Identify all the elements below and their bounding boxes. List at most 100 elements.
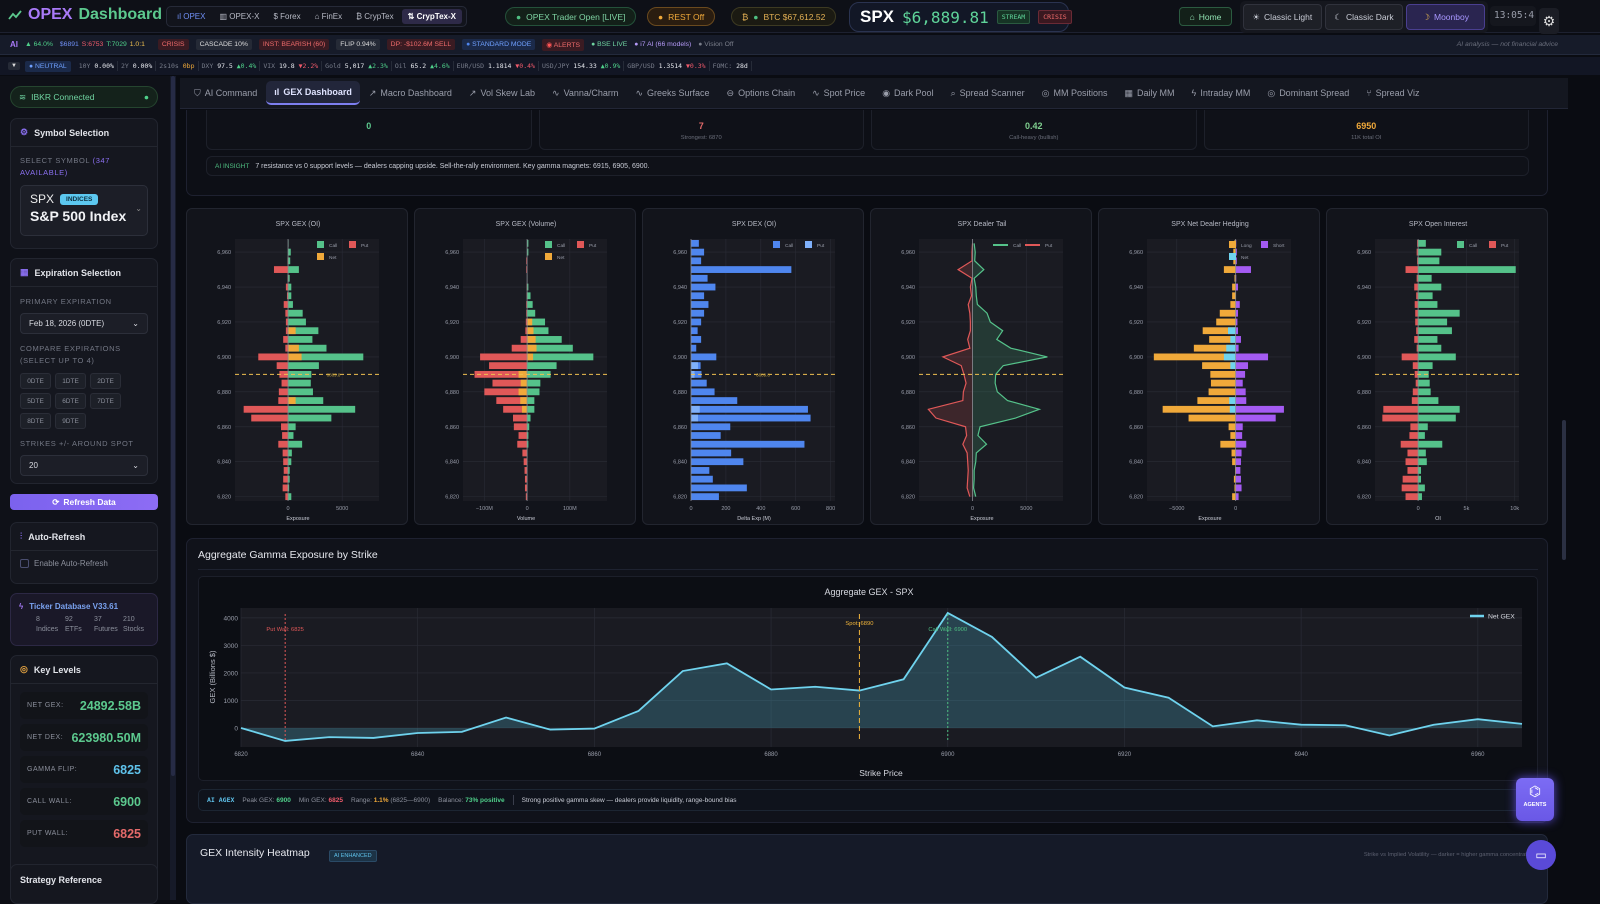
flip-badge[interactable]: FLIP 0.94% [336, 39, 379, 50]
nav-opex[interactable]: ıl OPEX [171, 9, 211, 24]
bar-short [1236, 493, 1239, 500]
expiration-chip[interactable]: 6DTE [55, 393, 86, 409]
expiration-chip[interactable]: 8DTE [20, 413, 51, 429]
bse-label: BSE LIVE [597, 41, 627, 48]
primary-expiration-select[interactable]: Feb 18, 2026 (0DTE)⌄ [20, 313, 148, 334]
bar-short [1236, 406, 1284, 413]
k: Min GEX: [299, 797, 327, 804]
y-tick-label: 6,820 [217, 495, 231, 501]
home-button[interactable]: ⌂Home [1179, 7, 1232, 26]
tab-ai-command[interactable]: ⛉AI Command [186, 82, 265, 105]
nav-cryptex-x[interactable]: ⇅ CrypTex-X [402, 9, 462, 24]
theme-classic-light-button[interactable]: ☀Classic Light [1243, 4, 1322, 30]
bar-put [480, 353, 527, 360]
bar-call [288, 432, 293, 439]
count-label: Futures [94, 625, 123, 635]
expiration-chip[interactable]: 7DTE [90, 393, 121, 409]
macro-label: EUR/USD [457, 62, 484, 70]
chat-button[interactable]: ▭ [1526, 840, 1556, 870]
tab-spot-price[interactable]: ∿Spot Price [804, 82, 873, 105]
bar-put [513, 415, 527, 422]
standard-mode-badge[interactable]: ● STANDARD MODE [462, 39, 535, 50]
spot-label: 6889.8 [756, 372, 770, 377]
bar-call [691, 423, 730, 430]
legend-label: Net [329, 255, 337, 261]
bar-put [282, 380, 288, 387]
btc-price-pill[interactable]: ₿●BTC $67,612.52 [731, 7, 836, 26]
v: 6900 [276, 797, 290, 804]
nav-finex[interactable]: ⌂ FinEx [309, 9, 349, 24]
tab-dominant-spread[interactable]: ◎Dominant Spread [1259, 82, 1357, 105]
theme-moonboy-button[interactable]: ☽Moonboy [1406, 4, 1485, 30]
bar-net [519, 388, 528, 395]
expiration-chip[interactable]: 2DTE [90, 373, 121, 389]
institutional-badge[interactable]: INST: BEARISH (60) [259, 39, 329, 50]
expiration-chip[interactable]: 9DTE [55, 413, 86, 429]
tab-spread-viz[interactable]: ⑂Spread Viz [1358, 82, 1427, 104]
bar-short [1236, 432, 1242, 439]
bar-put [283, 450, 288, 457]
crisis-badge[interactable]: CRISIS [158, 39, 189, 50]
auto-refresh-checkbox[interactable] [20, 559, 29, 568]
nav-forex[interactable]: $ Forex [267, 9, 306, 24]
tab-label: Intraday MM [1200, 88, 1250, 98]
y-tick-label: 6,880 [673, 390, 687, 396]
tab-vanna-charm[interactable]: ∿Vanna/Charm [544, 82, 626, 105]
bar-short [1236, 371, 1245, 378]
settings-gear-icon[interactable]: ⚙ [1539, 8, 1559, 34]
agents-button[interactable]: ⌬ AGENTS [1516, 778, 1554, 821]
search-icon: ⌕ [951, 88, 956, 99]
tab-mm-positions[interactable]: ◎MM Positions [1034, 82, 1116, 105]
legend-swatch [1229, 253, 1236, 260]
bar-long [1210, 371, 1235, 378]
theme-classic-dark-button[interactable]: ☾Classic Dark [1325, 4, 1404, 30]
tab-vol-skew-lab[interactable]: ↗Vol Skew Lab [461, 82, 543, 105]
app-logo[interactable]: OPEX Dashboard [8, 6, 162, 24]
strikes-select[interactable]: 20⌄ [20, 455, 148, 476]
chat-icon: ▭ [1535, 848, 1546, 862]
main-scrollbar[interactable] [1561, 110, 1567, 900]
refresh-data-button[interactable]: ⟳Refresh Data [10, 494, 158, 510]
trader-status-pill[interactable]: ●OPEX Trader Open [LIVE] [505, 7, 636, 26]
bar-long [1209, 388, 1236, 395]
tab-dark-pool[interactable]: ◉Dark Pool [874, 82, 941, 105]
tab-greeks-surface[interactable]: ∿Greeks Surface [627, 82, 717, 105]
collapse-toggle-icon[interactable]: ▼ [8, 62, 20, 70]
auto-refresh-option[interactable]: Enable Auto-Refresh [11, 551, 157, 576]
cascade-badge[interactable]: CASCADE 10% [196, 39, 252, 50]
nav-opex-x[interactable]: ▥ OPEX-X [213, 9, 265, 24]
y-tick-label: 6,860 [1357, 425, 1371, 431]
sidebar-scrollbar[interactable] [170, 76, 176, 900]
rest-status-pill[interactable]: ●REST Off [647, 7, 715, 26]
legend-label: Put [361, 243, 369, 249]
chevron-down-icon: ⌄ [135, 204, 142, 213]
y-tick-label: 6,860 [217, 425, 231, 431]
expiration-chip[interactable]: 5DTE [20, 393, 51, 409]
bar-put [285, 493, 288, 500]
macro-change: ▼0.4% [515, 62, 535, 70]
select-value: Feb 18, 2026 (0DTE) [29, 319, 104, 328]
dark-pool-badge[interactable]: DP: -$102.6M SELL [387, 39, 455, 50]
x-tick-label: 6920 [1118, 752, 1132, 758]
tab-daily-mm[interactable]: ▦Daily MM [1117, 82, 1183, 105]
y-tick-label: 6,960 [217, 250, 231, 256]
tab-options-chain[interactable]: ⊖Options Chain [719, 82, 804, 105]
alerts-badge[interactable]: ◉ ALERTS [542, 39, 584, 51]
tab-macro-dashboard[interactable]: ↗Macro Dashboard [361, 82, 460, 105]
bar-put [282, 432, 288, 439]
expiration-chip[interactable]: 1DTE [55, 373, 86, 389]
nav-cryptex[interactable]: ₿ CrypTex [350, 9, 400, 24]
tab-spread-scanner[interactable]: ⌕ Spread Scanner [943, 82, 1033, 105]
x-tick-label: 5000 [1020, 506, 1032, 512]
bar-net [1229, 397, 1235, 404]
expiration-chip[interactable]: 0DTE [20, 373, 51, 389]
legend-label: Net [557, 255, 565, 261]
bar-call [691, 406, 808, 413]
section-title: GEX Intensity Heatmap [200, 847, 310, 859]
bar-call [1418, 406, 1460, 413]
tab-label: Spread Scanner [960, 88, 1025, 98]
target-icon: ◎ [1267, 88, 1275, 99]
